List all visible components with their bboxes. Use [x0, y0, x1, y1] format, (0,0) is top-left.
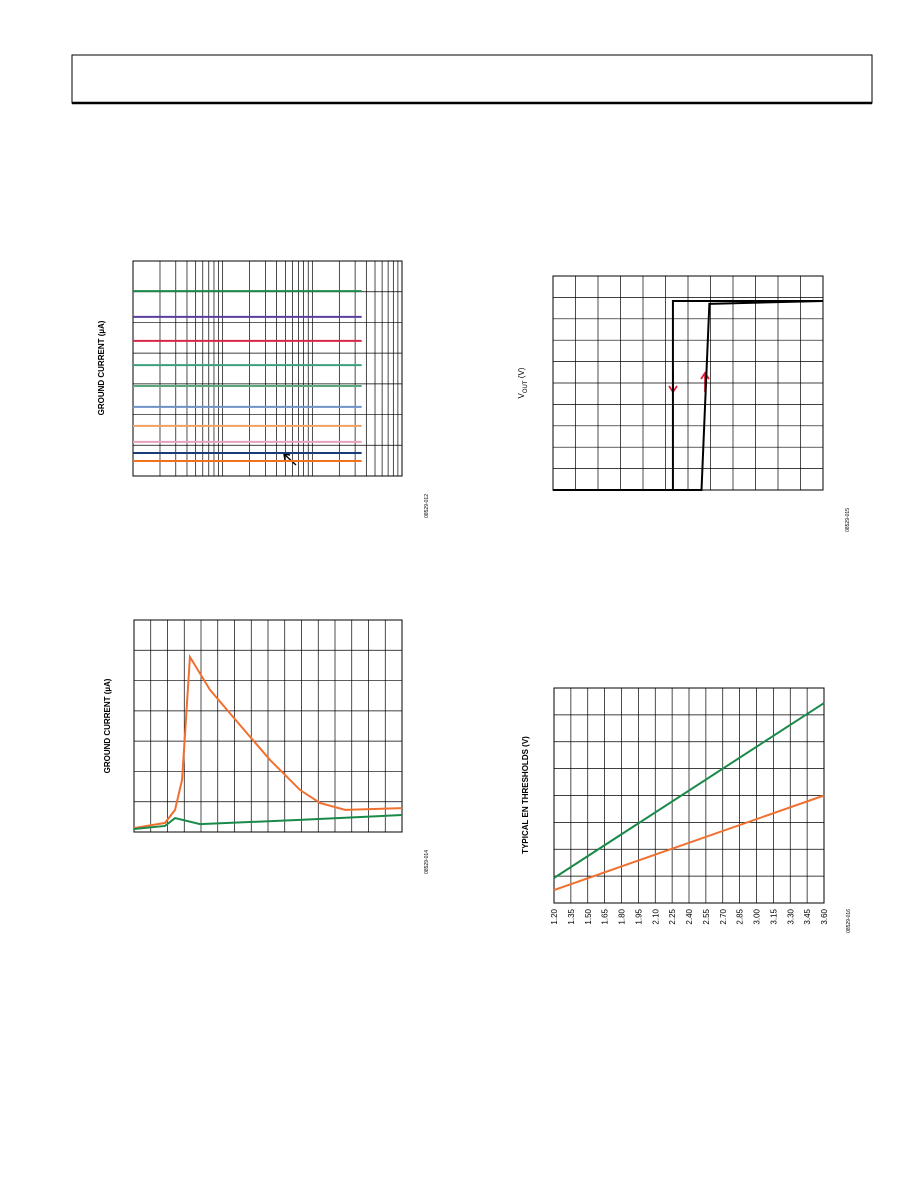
header-box: [71, 54, 873, 104]
data-line: [553, 300, 824, 491]
x-tick-label: 3.00: [753, 908, 762, 924]
y-axis-label: VOUT (V): [517, 367, 529, 398]
x-tick-label: 1.95: [634, 908, 643, 924]
y-axis-label: TYPICAL EN THRESHOLDS (V): [521, 736, 530, 854]
data-line: [133, 653, 403, 830]
x-tick-label: 1.35: [567, 908, 576, 924]
x-tick-label: 2.10: [651, 908, 660, 924]
plot-frame: [133, 619, 403, 833]
data-line: [671, 300, 823, 490]
x-tick-label: 2.70: [719, 908, 728, 924]
figure-code: 08529-015: [845, 508, 851, 532]
data-line: [553, 794, 825, 892]
x-tick-label: 3.15: [769, 908, 778, 924]
x-tick-label: 3.30: [786, 908, 795, 924]
x-tick-label: 2.85: [736, 908, 745, 924]
y-axis-label: GROUND CURRENT (µA): [97, 320, 106, 415]
y-axis-label-unit: (V): [517, 367, 526, 380]
y-axis-label-sub: OUT: [523, 380, 529, 393]
x-tick-label: 1.20: [550, 908, 559, 924]
x-tick-label: 2.40: [685, 908, 694, 924]
y-axis-label: GROUND CURRENT (µA): [103, 678, 112, 773]
y-axis-label-main: V: [517, 392, 526, 398]
figure-code: 08529-014: [424, 850, 430, 874]
data-line: [553, 702, 825, 879]
x-tick-label: 1.80: [618, 908, 627, 924]
x-tick-label: 3.60: [820, 908, 829, 924]
x-tick-label: 1.50: [584, 908, 593, 924]
x-tick-label: 2.55: [702, 908, 711, 924]
data-line: [133, 814, 403, 830]
x-tick-label: 3.45: [803, 908, 812, 924]
figure-code: 08529-016: [846, 909, 852, 933]
plot-frame: [132, 260, 403, 477]
x-tick-label: 1.65: [601, 908, 610, 924]
annotation-arrow: [283, 453, 297, 466]
figure-code: 08529-012: [424, 494, 430, 518]
x-tick-label: 2.25: [668, 908, 677, 924]
